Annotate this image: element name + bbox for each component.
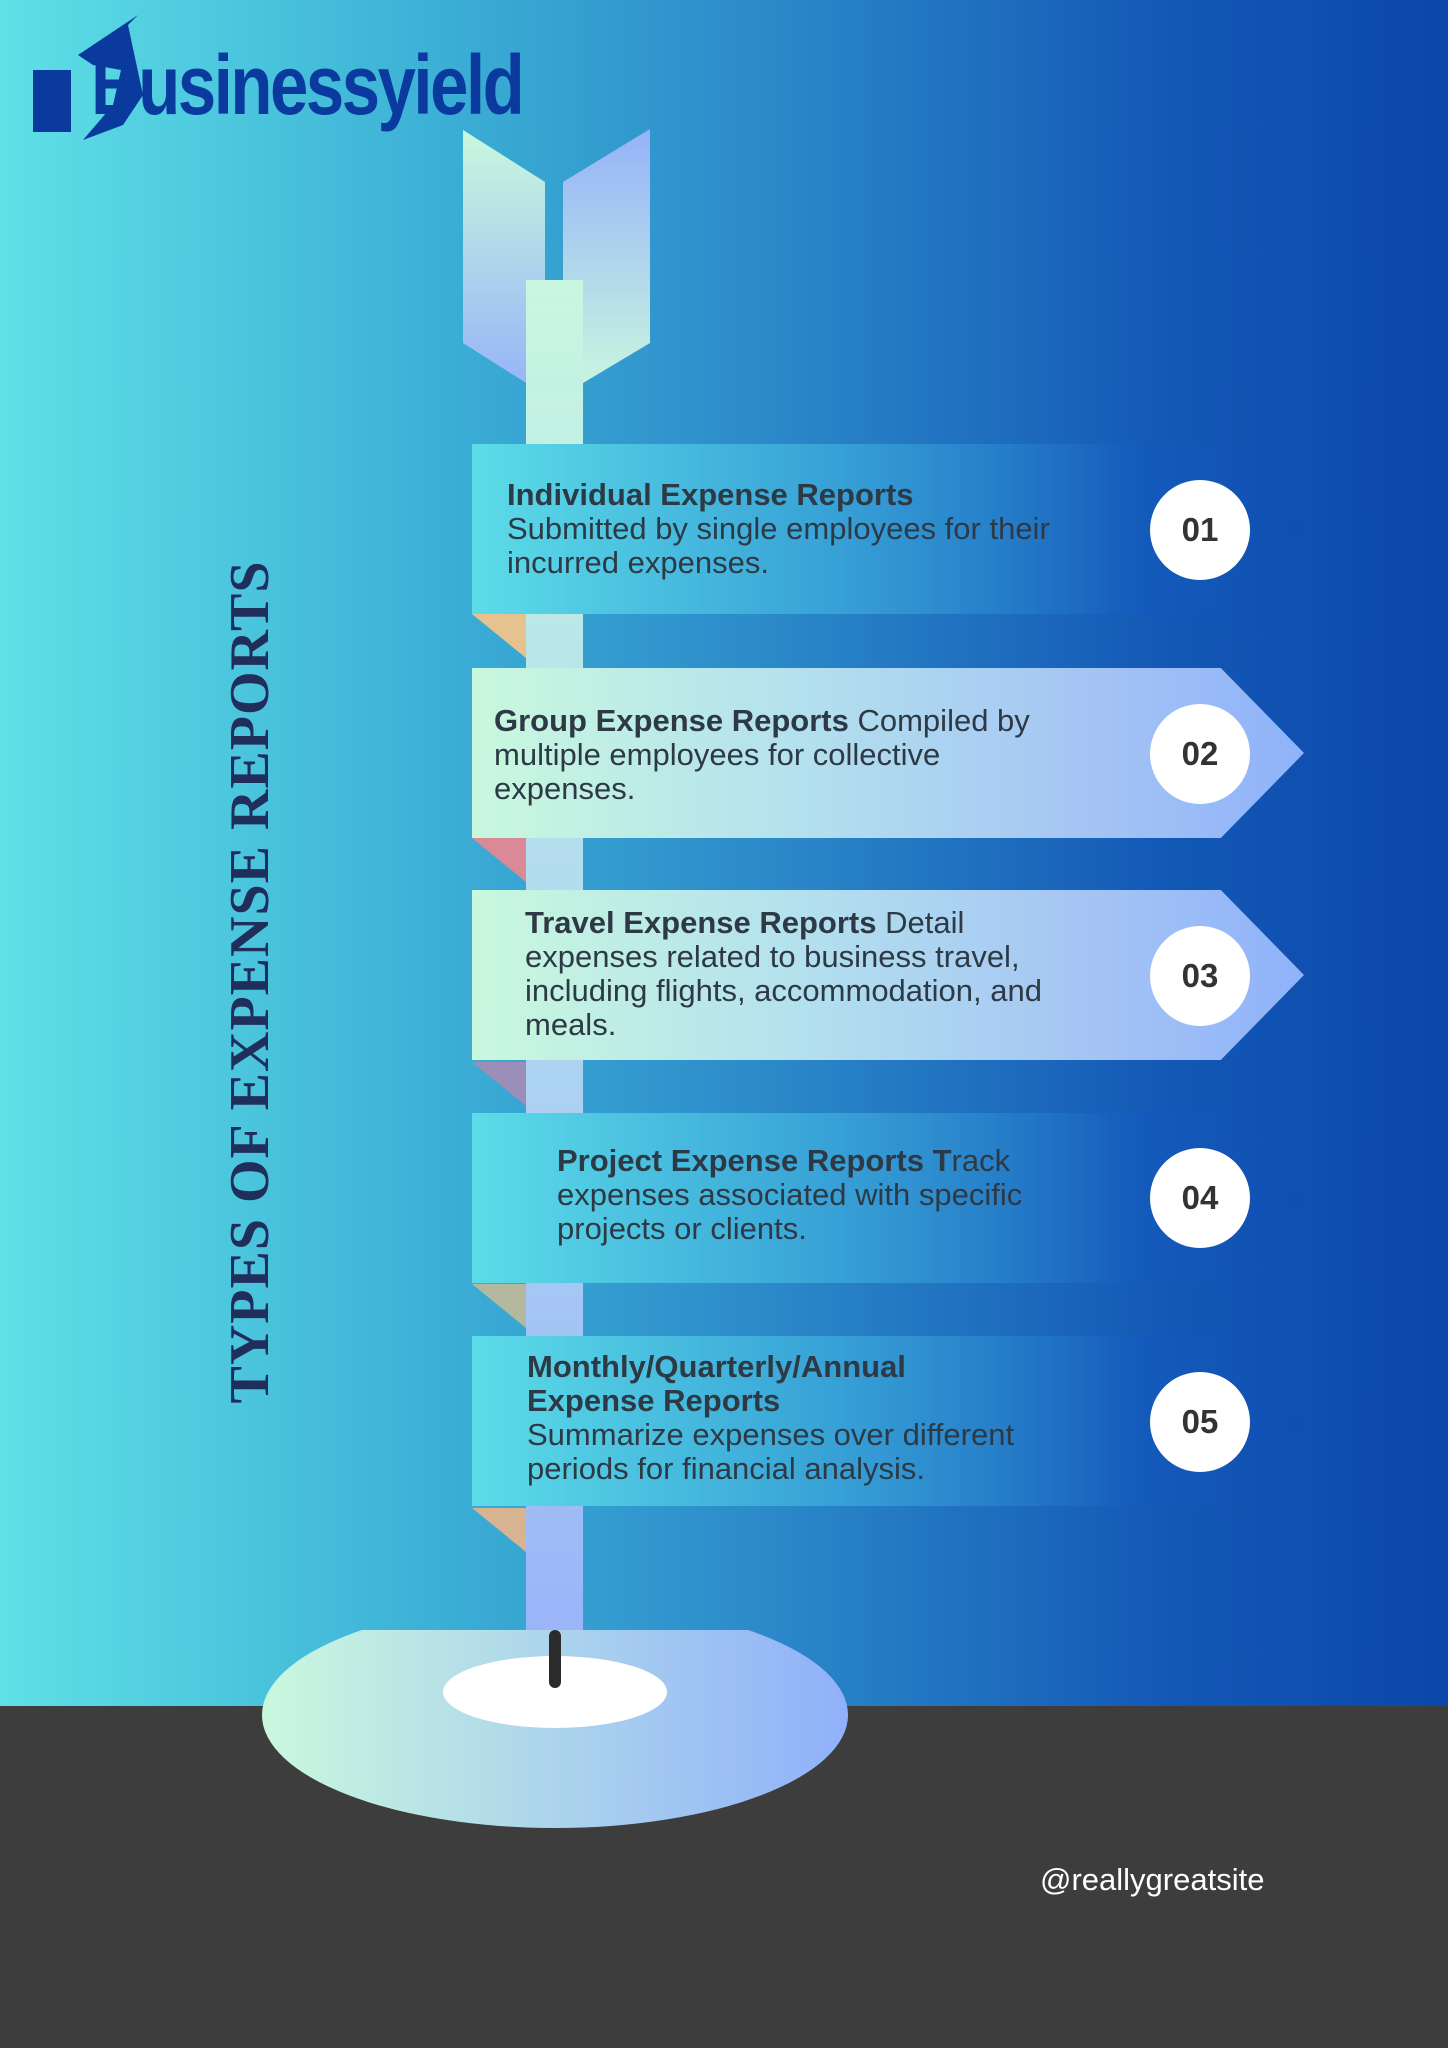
item-body: rack expenses associated with specific p…: [557, 1143, 1023, 1246]
item-1-text: Individual Expense Reports Submitted by s…: [507, 478, 1107, 580]
item-number-badge: 02: [1150, 704, 1250, 804]
website-handle: @reallygreatsite: [1040, 1862, 1265, 1897]
item-2-text: Group Expense Reports Compiled by multip…: [494, 704, 1074, 806]
item-3-text: Travel Expense Reports Detail expenses r…: [525, 906, 1045, 1042]
item-title: Travel Expense Reports: [525, 905, 877, 940]
item-number-badge: 05: [1150, 1372, 1250, 1472]
item-number-badge: 01: [1150, 480, 1250, 580]
item-title: Project Expense Reports T: [557, 1143, 952, 1178]
pole-base: [262, 1630, 848, 1828]
item-5-text: Monthly/Quarterly/Annual Expense Reports…: [527, 1350, 1107, 1486]
item-body: Summarize expenses over different period…: [527, 1417, 1015, 1486]
item-number-badge: 04: [1150, 1148, 1250, 1248]
item-number-badge: 03: [1150, 926, 1250, 1026]
vertical-title: TYPES OF EXPENSE REPORTS: [219, 560, 281, 1404]
logo-b-arrow-icon: [33, 15, 143, 140]
item-body: Submitted by single employees for their …: [507, 511, 1050, 580]
item-body: Compiled by multiple employees for colle…: [494, 703, 1030, 806]
item-body: Detail expenses related to business trav…: [525, 905, 1042, 1042]
flag-icon: [463, 129, 650, 395]
item-title: Group Expense Reports: [494, 703, 849, 738]
logo-text: Businessyield: [91, 38, 525, 132]
item-4-text: Project Expense Reports Track expenses a…: [557, 1144, 1117, 1246]
item-title: Monthly/Quarterly/Annual Expense Reports: [527, 1349, 906, 1418]
item-title: Individual Expense Reports: [507, 477, 914, 512]
brand-logo: Businessyield: [33, 15, 525, 140]
